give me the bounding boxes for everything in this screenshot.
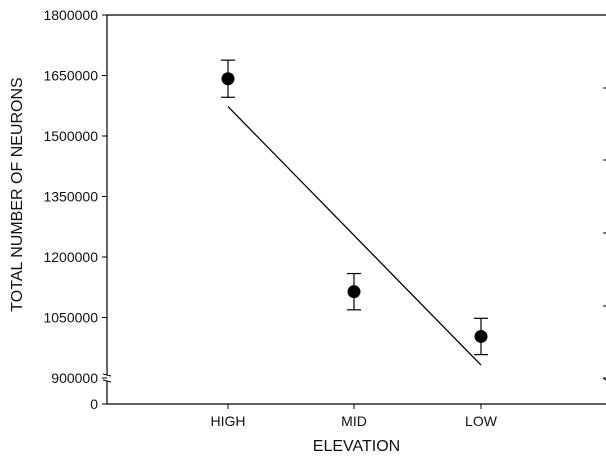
y-axis-break-mark [102, 379, 112, 383]
y-axis-break-mark [102, 373, 112, 377]
y-tick-label: 1350000 [43, 189, 98, 205]
plot-frame [102, 14, 606, 405]
trend-line [227, 106, 482, 366]
trend-line-group [227, 106, 482, 366]
y-tick-label: 900000 [51, 370, 98, 386]
y-tick-label: 1650000 [43, 68, 98, 84]
x-axis-title: ELEVATION [313, 438, 400, 455]
data-point [474, 329, 488, 343]
y-tick-label: 1200000 [43, 249, 98, 265]
y-tick-label: 1050000 [43, 310, 98, 326]
y-tick-label: 1800000 [43, 7, 98, 23]
x-axis-ticks: HIGH MID LOW [211, 404, 498, 429]
x-tick-label: LOW [465, 413, 498, 429]
y-tick-label-zero: 0 [90, 396, 98, 412]
y-axis-title: TOTAL NUMBER OF NEURONS [9, 77, 26, 311]
right-axis-break-mark [602, 377, 606, 381]
x-tick-label: MID [341, 413, 367, 429]
y-axis-ticks: 1800000 1650000 1500000 1350000 1200000 10500… [43, 7, 107, 412]
data-point [221, 72, 235, 86]
data-points [221, 59, 488, 356]
data-point [347, 285, 361, 299]
x-tick-label: HIGH [211, 413, 246, 429]
y-tick-label: 1500000 [43, 128, 98, 144]
